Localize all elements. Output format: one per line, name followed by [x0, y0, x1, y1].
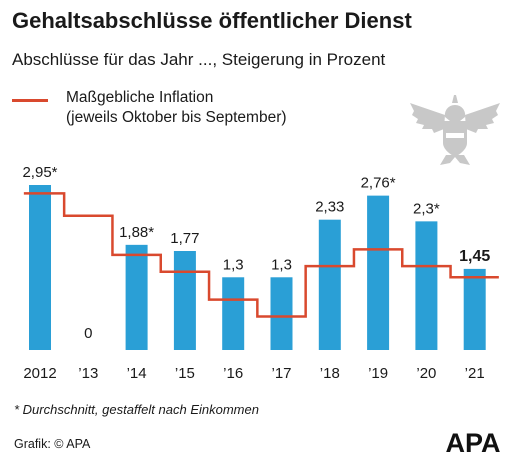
austrian-eagle-emblem-icon	[410, 95, 500, 165]
legend-label-line2: (jeweils Oktober bis September)	[66, 109, 287, 126]
bar-8	[415, 221, 438, 350]
x-tick-label-2: ’14	[127, 365, 147, 382]
legend-inflation-label: Maßgebliche Inflation (jeweils Oktober b…	[66, 88, 287, 128]
x-tick-label-0: 2012	[23, 365, 56, 382]
bar-6	[318, 219, 341, 350]
x-tick-label-5: ’17	[271, 365, 291, 382]
bar-4	[222, 277, 245, 350]
bar-2	[125, 244, 148, 350]
x-tick-label-7: ’19	[368, 365, 388, 382]
value-label-6: 2,33	[315, 199, 344, 216]
legend-label-line1: Maßgebliche Inflation	[66, 89, 214, 106]
bar-9	[463, 268, 486, 350]
bar-5	[270, 277, 293, 350]
value-label-5: 1,3	[271, 256, 292, 273]
value-label-0: 2,95*	[22, 164, 57, 181]
inflation-step-line	[23, 192, 499, 318]
value-label-4: 1,3	[223, 256, 244, 273]
bar-7	[367, 195, 390, 350]
bar-3	[173, 251, 196, 350]
x-tick-label-8: ’20	[416, 365, 436, 382]
value-label-1: 0	[84, 325, 92, 342]
apa-logo: APA	[445, 428, 500, 456]
chart-source: Grafik: © APA	[14, 437, 91, 451]
value-label-8: 2,3*	[413, 200, 440, 217]
chart-plot-area: 2,95* 0 1,88* 1,77 1,3 1,3 2,33 2,76* 2,3* 1,45 2…	[22, 164, 499, 382]
x-tick-label-9: ’21	[465, 365, 485, 382]
x-tick-label-6: ’18	[320, 365, 340, 382]
value-label-9: 1,45	[459, 248, 490, 265]
x-tick-label-4: ’16	[223, 365, 243, 382]
x-tick-label-3: ’15	[175, 365, 195, 382]
apa-logo-text: APA	[445, 428, 500, 456]
value-label-7: 2,76*	[361, 175, 396, 192]
chart-footnote: * Durchschnitt, gestaffelt nach Einkomme…	[14, 402, 259, 417]
x-tick-label-1: ’13	[78, 365, 98, 382]
legend-inflation-swatch	[12, 99, 48, 102]
value-label-2: 1,88*	[119, 224, 154, 241]
value-label-3: 1,77	[170, 230, 199, 247]
chart-title: Gehaltsabschlüsse öffentlicher Dienst	[12, 8, 412, 33]
chart-subtitle: Abschlüsse für das Jahr ..., Steigerung …	[12, 50, 386, 69]
bar-0	[29, 185, 51, 350]
